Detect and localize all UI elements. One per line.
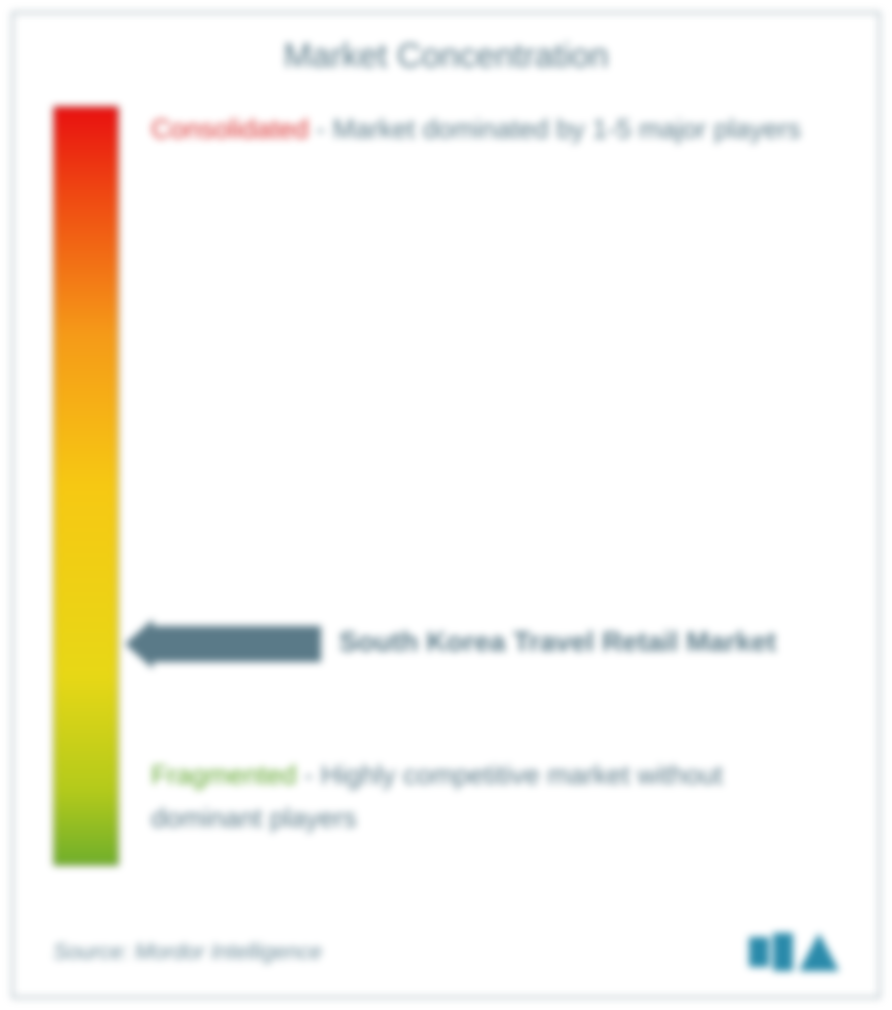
chart-title: Market Concentration [13,37,879,76]
chart-content: Consolidated - Market dominated by 1-5 m… [13,76,879,896]
concentration-gradient-bar [53,106,119,866]
arrow-left-icon [151,626,321,662]
mordor-logo-icon [749,933,839,971]
fragmented-label: Fragmented [151,760,297,790]
source-text: Source: Mordor Intelligence [53,939,322,965]
consolidated-annotation: Consolidated - Market dominated by 1-5 m… [151,108,839,151]
market-position-marker: South Korea Travel Retail Market [151,622,839,662]
fragmented-annotation: Fragmented - Highly competitive market w… [151,754,839,840]
consolidated-desc: - Market dominated by 1-5 major players [316,114,801,144]
consolidated-label: Consolidated [151,114,309,144]
annotation-area: Consolidated - Market dominated by 1-5 m… [151,106,839,876]
chart-container: Market Concentration Consolidated - Mark… [12,12,880,998]
market-name: South Korea Travel Retail Market [339,622,776,661]
chart-footer: Source: Mordor Intelligence [53,933,839,971]
